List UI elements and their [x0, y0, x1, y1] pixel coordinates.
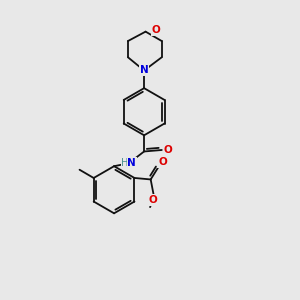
Text: O: O	[158, 157, 167, 167]
Text: N: N	[140, 65, 148, 76]
Text: H: H	[121, 158, 128, 168]
Text: O: O	[152, 25, 160, 35]
Text: N: N	[128, 158, 136, 168]
Text: O: O	[163, 145, 172, 155]
Text: O: O	[149, 195, 158, 205]
